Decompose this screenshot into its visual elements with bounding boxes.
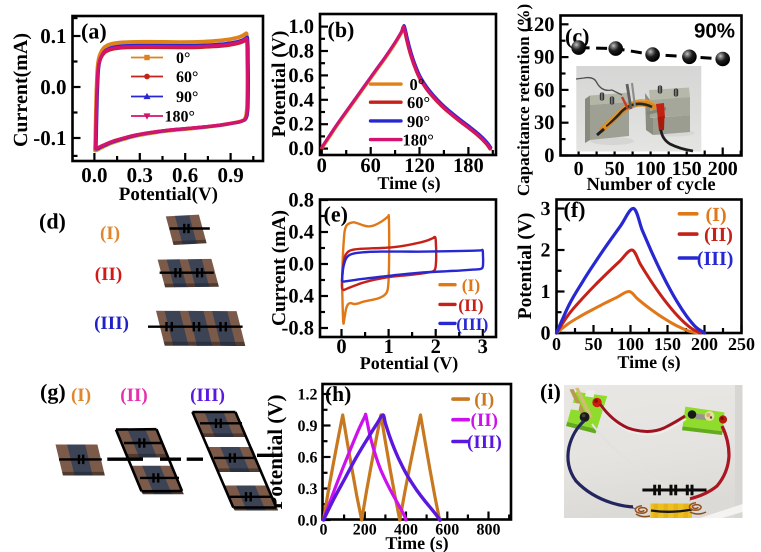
svg-text:60: 60 <box>360 155 381 177</box>
svg-text:(I): (I) <box>71 385 91 406</box>
svg-text:1: 1 <box>383 336 393 358</box>
svg-text:100: 100 <box>636 158 666 180</box>
svg-text:(g): (g) <box>40 379 66 404</box>
svg-text:3: 3 <box>478 336 488 358</box>
svg-text:0.0: 0.0 <box>298 513 318 530</box>
svg-text:0.0: 0.0 <box>81 163 107 187</box>
svg-text:180°: 180° <box>403 131 434 150</box>
svg-text:(II): (II) <box>458 295 483 315</box>
svg-text:180: 180 <box>453 155 484 177</box>
svg-text:0.0: 0.0 <box>288 254 314 276</box>
svg-text:(b): (b) <box>328 17 355 42</box>
svg-text:120: 120 <box>404 155 435 177</box>
svg-text:0.6: 0.6 <box>298 450 318 467</box>
svg-text:0.6: 0.6 <box>172 163 198 187</box>
svg-text:(I): (I) <box>706 204 727 226</box>
svg-text:Time (s): Time (s) <box>385 533 448 552</box>
svg-text:1: 1 <box>541 281 551 303</box>
svg-text:Time (s): Time (s) <box>377 173 440 193</box>
svg-text:(e): (e) <box>324 202 348 227</box>
svg-text:0: 0 <box>544 145 554 167</box>
svg-text:0: 0 <box>552 334 561 354</box>
svg-text:50: 50 <box>585 334 603 354</box>
svg-text:0.2: 0.2 <box>288 114 314 136</box>
svg-text:(d): (d) <box>39 209 66 234</box>
svg-text:(I): (I) <box>462 275 481 295</box>
svg-text:600: 600 <box>435 522 459 539</box>
svg-text:0: 0 <box>574 158 584 180</box>
svg-text:(III): (III) <box>697 248 734 270</box>
svg-text:(III): (III) <box>94 313 129 334</box>
svg-text:Capacitance retention (%): Capacitance retention (%) <box>514 4 533 196</box>
svg-text:2: 2 <box>541 240 551 262</box>
svg-text:90%: 90% <box>694 20 735 43</box>
svg-text:-0.1: -0.1 <box>33 126 66 150</box>
svg-text:-0.4: -0.4 <box>282 286 314 308</box>
svg-text:0.3: 0.3 <box>298 481 318 498</box>
svg-text:0°: 0° <box>176 50 190 67</box>
svg-text:100: 100 <box>617 334 644 354</box>
svg-text:Time (s): Time (s) <box>617 352 680 372</box>
svg-text:2: 2 <box>431 336 441 358</box>
svg-text:(I): (I) <box>474 390 494 411</box>
svg-text:0.9: 0.9 <box>298 418 318 435</box>
svg-text:250: 250 <box>728 334 755 354</box>
svg-text:200: 200 <box>691 334 718 354</box>
svg-text:0: 0 <box>336 336 346 358</box>
svg-text:90°: 90° <box>176 89 198 106</box>
svg-text:(i): (i) <box>540 379 561 404</box>
svg-text:Potential (V): Potential (V) <box>269 31 290 138</box>
svg-text:(III): (III) <box>467 432 502 453</box>
svg-text:90: 90 <box>534 47 555 69</box>
svg-text:800: 800 <box>477 522 501 539</box>
svg-text:(a): (a) <box>81 19 107 44</box>
svg-text:0.4: 0.4 <box>288 222 314 244</box>
svg-text:200: 200 <box>708 158 738 180</box>
svg-text:1.2: 1.2 <box>298 387 318 404</box>
svg-text:30: 30 <box>534 112 555 134</box>
svg-text:60°: 60° <box>407 93 430 112</box>
svg-text:180°: 180° <box>165 109 195 126</box>
svg-text:60: 60 <box>534 79 555 101</box>
svg-text:Potential(V): Potential(V) <box>119 184 218 205</box>
svg-text:(h): (h) <box>325 382 351 406</box>
svg-text:0.4: 0.4 <box>288 89 314 111</box>
svg-text:(II): (II) <box>704 224 733 246</box>
svg-text:3: 3 <box>541 198 551 220</box>
svg-text:90°: 90° <box>407 112 430 131</box>
svg-text:1.0: 1.0 <box>288 16 314 38</box>
svg-text:50: 50 <box>605 158 625 180</box>
svg-text:200: 200 <box>353 522 377 539</box>
svg-text:Potential (V): Potential (V) <box>360 353 458 373</box>
svg-text:0: 0 <box>317 155 327 177</box>
svg-text:Current(mA): Current(mA) <box>10 33 32 147</box>
svg-text:0: 0 <box>541 323 551 345</box>
svg-text:(I): (I) <box>100 223 120 244</box>
svg-text:0.6: 0.6 <box>288 65 314 87</box>
svg-text:120: 120 <box>524 14 555 36</box>
svg-text:(f): (f) <box>564 197 586 222</box>
svg-text:(II): (II) <box>471 410 498 431</box>
svg-text:0.3: 0.3 <box>127 163 153 187</box>
svg-text:(III): (III) <box>190 385 225 406</box>
svg-text:Current (mA): Current (mA) <box>269 210 290 326</box>
svg-text:Potential (V): Potential (V) <box>515 213 536 320</box>
svg-text:60°: 60° <box>176 69 198 86</box>
svg-text:0°: 0° <box>410 75 425 94</box>
svg-text:0: 0 <box>320 522 328 539</box>
svg-text:(II): (II) <box>95 264 122 285</box>
svg-text:0.9: 0.9 <box>217 163 243 187</box>
svg-text:0.8: 0.8 <box>288 190 314 212</box>
svg-text:(III): (III) <box>456 314 488 334</box>
svg-text:(II): (II) <box>120 385 147 406</box>
svg-text:-0.8: -0.8 <box>282 318 314 340</box>
svg-text:400: 400 <box>394 522 418 539</box>
svg-text:Number of cycle: Number of cycle <box>586 175 715 195</box>
svg-text:150: 150 <box>672 158 702 180</box>
svg-text:150: 150 <box>654 334 681 354</box>
svg-text:0.0: 0.0 <box>288 138 314 160</box>
svg-text:0.8: 0.8 <box>288 41 314 63</box>
svg-text:0.0: 0.0 <box>40 75 66 99</box>
svg-text:0.1: 0.1 <box>40 24 66 48</box>
